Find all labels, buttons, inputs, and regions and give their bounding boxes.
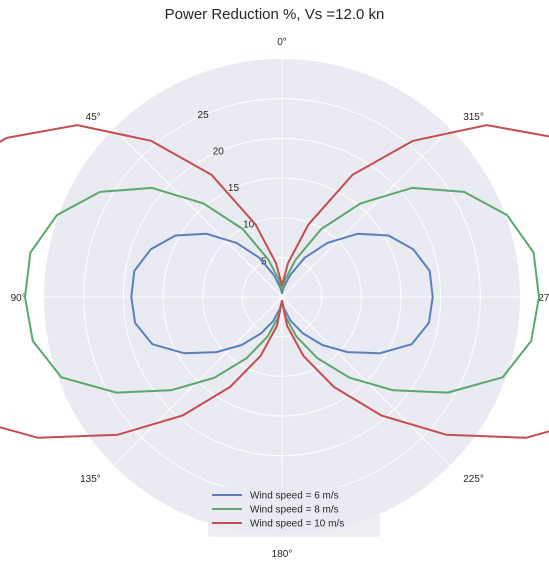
legend: Wind speed = 6 m/s Wind speed = 8 m/s Wind… [208,487,380,537]
grid-spoke [281,128,451,298]
chart-title: Power Reduction %, Vs =12.0 kn [164,6,385,23]
radial-tick-label: 15 [228,183,240,194]
angle-tick-label: 0° [277,37,287,48]
angle-tick-label: 90° [11,293,26,304]
angle-tick-label: 225° [463,474,484,485]
grid-spoke [113,296,283,466]
grid-spoke [281,296,451,466]
angle-tick-label: 180° [272,549,293,560]
legend-label: Wind speed = 10 m/s [250,519,344,530]
angle-tick-label: 45° [86,112,101,123]
grid [44,59,520,535]
series-lines [0,124,549,439]
legend-label: Wind speed = 6 m/s [250,491,339,502]
radial-tick-label: 25 [198,110,210,121]
radial-tick-label: 20 [213,146,225,157]
legend-label: Wind speed = 8 m/s [250,505,339,516]
series-line [0,124,549,439]
radial-tick-label: 10 [243,220,255,231]
legend-box [208,487,380,537]
angle-tick-label: 270 [538,293,549,304]
angle-tick-label: 135° [80,474,101,485]
angle-tick-label: 315° [463,112,484,123]
angle-tick-labels: 0° 45° 90° 135° 180° 225° 270 315° [11,37,549,560]
grid-spoke [113,128,283,298]
